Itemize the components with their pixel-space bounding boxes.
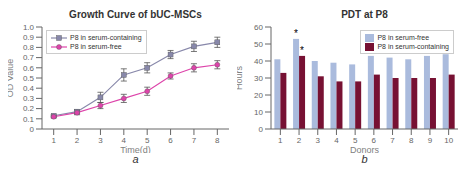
svg-text:1.0: 1.0 — [23, 23, 35, 32]
svg-text:20: 20 — [254, 91, 263, 100]
html-text:Growth Curve of bUC-MSCs: Growth Curve of bUC-MSCs — [69, 9, 202, 20]
svg-text:8: 8 — [215, 136, 220, 145]
svg-text:OD Value: OD Value — [8, 59, 15, 97]
svg-text:Time(d): Time(d) — [120, 145, 151, 153]
svg-text:0.1: 0.1 — [23, 115, 35, 124]
svg-text:8: 8 — [409, 136, 414, 145]
svg-text:3: 3 — [98, 136, 103, 145]
svg-text:6: 6 — [168, 136, 173, 145]
svg-text:*: * — [294, 28, 298, 39]
svg-text:50: 50 — [254, 40, 263, 49]
svg-text:3: 3 — [316, 136, 321, 145]
svg-text:0.2: 0.2 — [23, 104, 35, 113]
svg-text:5: 5 — [145, 136, 150, 145]
svg-text:*: * — [300, 45, 304, 56]
svg-text:0.9: 0.9 — [23, 33, 35, 42]
svg-text:0.4: 0.4 — [23, 84, 35, 93]
svg-text:2: 2 — [297, 136, 302, 145]
svg-text:10: 10 — [444, 136, 453, 145]
svg-text:7: 7 — [192, 136, 197, 145]
svg-text:1: 1 — [51, 136, 56, 145]
svg-text:40: 40 — [254, 57, 263, 66]
html-text:P8 in serum-containing: P8 in serum-containing — [70, 34, 142, 41]
svg-text:0: 0 — [30, 125, 35, 134]
html-text:P8 in serum-containing: P8 in serum-containing — [377, 43, 449, 50]
svg-text:0.6: 0.6 — [23, 64, 35, 73]
svg-text:0.8: 0.8 — [23, 43, 35, 52]
svg-text:60: 60 — [254, 23, 263, 32]
html-text:a: a — [132, 153, 139, 165]
svg-text:4: 4 — [334, 136, 339, 145]
svg-text:6: 6 — [372, 136, 377, 145]
html-text:P8 in serum-free: P8 in serum-free — [377, 34, 430, 41]
svg-text:Donors: Donors — [350, 145, 380, 153]
svg-text:4: 4 — [122, 136, 127, 145]
svg-text:Hours: Hours — [237, 66, 244, 91]
svg-text:30: 30 — [254, 74, 263, 83]
svg-text:2: 2 — [75, 136, 80, 145]
html-text:P8 in serum-free: P8 in serum-free — [70, 43, 122, 50]
svg-text:10: 10 — [254, 108, 263, 117]
svg-text:0.3: 0.3 — [23, 94, 35, 103]
html-text:PDT at P8: PDT at P8 — [341, 9, 388, 20]
svg-text:5: 5 — [353, 136, 358, 145]
svg-text:1: 1 — [278, 136, 283, 145]
svg-text:0.7: 0.7 — [23, 53, 35, 62]
html-text:b: b — [361, 153, 368, 165]
svg-text:9: 9 — [428, 136, 433, 145]
svg-text:0: 0 — [259, 125, 264, 134]
svg-text:0.5: 0.5 — [23, 74, 35, 83]
svg-text:7: 7 — [390, 136, 395, 145]
